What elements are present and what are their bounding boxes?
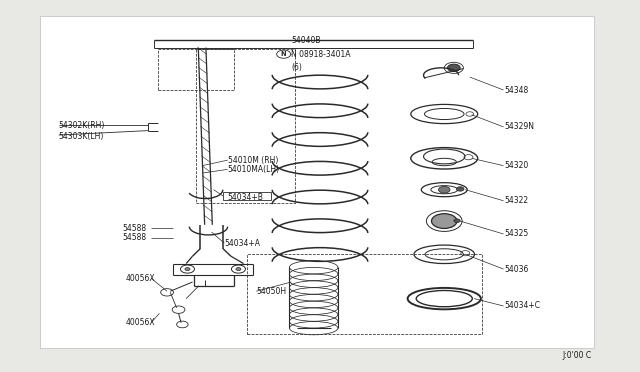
Circle shape [236,267,241,270]
Bar [223,192,271,200]
Bar [196,49,294,203]
Text: 54588: 54588 [122,224,147,233]
Circle shape [438,186,450,193]
Text: 54588: 54588 [122,233,147,242]
Circle shape [185,267,190,270]
Circle shape [431,214,457,228]
Bar [157,49,234,90]
Text: (6): (6) [291,63,302,72]
Text: 54303K(LH): 54303K(LH) [59,132,104,141]
Circle shape [447,64,460,71]
Text: 54040B: 54040B [291,36,321,45]
Text: N: N [281,51,287,57]
Text: 40056X: 40056X [125,274,156,283]
Text: 54034+A: 54034+A [225,239,260,248]
Text: 54320: 54320 [505,161,529,170]
Circle shape [454,219,460,222]
Text: 54010M (RH): 54010M (RH) [228,155,278,165]
Bar [246,254,483,334]
Text: 54036: 54036 [505,264,529,273]
Circle shape [456,187,464,191]
Text: 54322: 54322 [505,196,529,205]
Text: 54325: 54325 [505,230,529,238]
Text: 40056X: 40056X [125,318,156,327]
Text: 54010MA(LH): 54010MA(LH) [228,165,280,174]
Text: 54034+B: 54034+B [228,193,264,202]
Text: 54348: 54348 [505,86,529,94]
Text: 54329N: 54329N [505,122,535,131]
Text: 54034+C: 54034+C [505,301,541,311]
Bar [40,16,594,349]
Text: J:0'00 C: J:0'00 C [562,350,591,360]
Text: N 08918-3401A: N 08918-3401A [291,51,351,60]
Text: 54050H: 54050H [256,287,287,296]
Text: 54302K(RH): 54302K(RH) [59,121,105,129]
